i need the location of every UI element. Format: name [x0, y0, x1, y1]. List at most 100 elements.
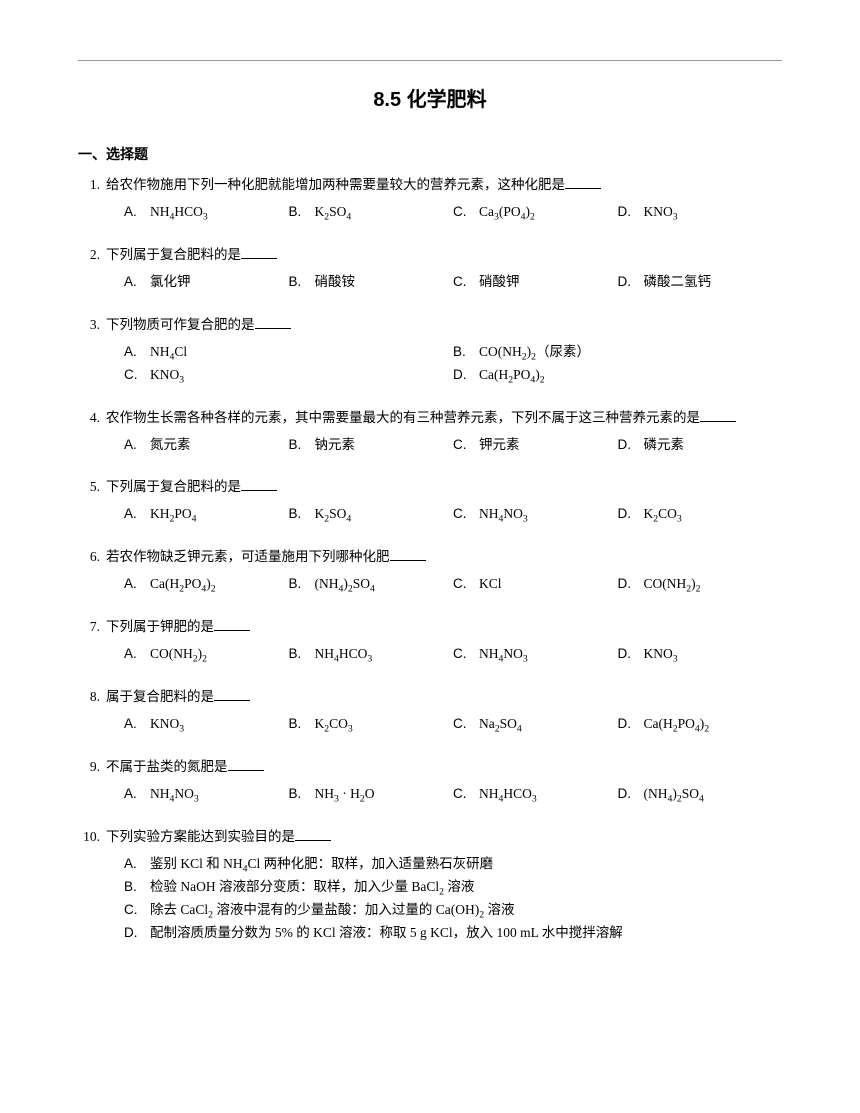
- question-stem: 4.农作物生长需各种各样的元素，其中需要量最大的有三种营养元素，下列不属于这三种…: [78, 407, 782, 430]
- option-item: A.CO(NH2)2: [124, 643, 289, 666]
- options-container: A.CO(NH2)2B.NH4HCO3C.NH4NO3D.KNO3: [78, 639, 782, 666]
- option-item: C.硝酸钾: [453, 271, 618, 294]
- option-item: C.Na2SO4: [453, 713, 618, 736]
- option-item: A.Ca(H2PO4)2: [124, 573, 289, 596]
- option-item: D.(NH4)2SO4: [618, 783, 783, 806]
- option-item: A.NH4Cl: [124, 341, 453, 364]
- option-label: C.: [453, 434, 479, 457]
- option-label: C.: [124, 899, 150, 922]
- options-container: A.KH2PO4B.K2SO4C.NH4NO3D.K2CO3: [78, 499, 782, 526]
- option-label: A.: [124, 271, 150, 294]
- option-label: A.: [124, 643, 150, 666]
- options-container: A.NH4ClB.CO(NH2)2（尿素）C.KNO3D.Ca(H2PO4)2: [78, 337, 782, 387]
- option-item: D.KNO3: [618, 201, 783, 224]
- option-text: Ca(H2PO4)2: [479, 364, 782, 387]
- question-stem: 10.下列实验方案能达到实验目的是: [78, 826, 782, 849]
- document-title: 8.5 化学肥料: [78, 83, 782, 112]
- option-text: NH4HCO3: [150, 201, 289, 224]
- options-row: A.氯化钾B.硝酸铵C.硝酸钾D.磷酸二氢钙: [124, 271, 782, 294]
- option-item: D.Ca(H2PO4)2: [453, 364, 782, 387]
- question-stem: 9.不属于盐类的氮肥是: [78, 756, 782, 779]
- question-stem: 3.下列物质可作复合肥的是: [78, 314, 782, 337]
- option-label: A.: [124, 783, 150, 806]
- question-number: 10.: [78, 826, 106, 849]
- question-number: 4.: [78, 407, 106, 430]
- question-text: 下列属于复合肥料的是: [106, 476, 782, 499]
- option-label: C.: [453, 503, 479, 526]
- option-text: 钾元素: [479, 434, 618, 457]
- options-container: A.NH4HCO3B.K2SO4C.Ca3(PO4)2D.KNO3: [78, 197, 782, 224]
- option-item: B.(NH4)2SO4: [289, 573, 454, 596]
- option-text: KNO3: [644, 201, 783, 224]
- option-text: (NH4)2SO4: [644, 783, 783, 806]
- option-item: C.除去 CaCl2 溶液中混有的少量盐酸：加入过量的 Ca(OH)2 溶液: [124, 899, 782, 922]
- option-label: C.: [453, 643, 479, 666]
- option-text: K2SO4: [315, 201, 454, 224]
- question-number: 2.: [78, 244, 106, 267]
- option-item: B.硝酸铵: [289, 271, 454, 294]
- options-container: A.KNO3B.K2CO3C.Na2SO4D.Ca(H2PO4)2: [78, 709, 782, 736]
- option-label: A.: [124, 434, 150, 457]
- option-text: NH4HCO3: [315, 643, 454, 666]
- option-text: 检验 NaOH 溶液部分变质：取样，加入少量 BaCl2 溶液: [150, 876, 782, 899]
- option-text: Ca(H2PO4)2: [150, 573, 289, 596]
- option-text: K2CO3: [644, 503, 783, 526]
- option-label: C.: [453, 201, 479, 224]
- option-item: D.CO(NH2)2: [618, 573, 783, 596]
- option-text: 磷酸二氢钙: [644, 271, 783, 294]
- option-item: C.KCl: [453, 573, 618, 596]
- option-item: A.鉴别 KCl 和 NH4Cl 两种化肥：取样，加入适量熟石灰研磨: [124, 853, 782, 876]
- option-item: D.磷酸二氢钙: [618, 271, 783, 294]
- option-item: D.配制溶质质量分数为 5% 的 KCl 溶液：称取 5 g KCl，放入 10…: [124, 922, 782, 945]
- option-item: C.钾元素: [453, 434, 618, 457]
- question-number: 1.: [78, 174, 106, 197]
- option-text: 除去 CaCl2 溶液中混有的少量盐酸：加入过量的 Ca(OH)2 溶液: [150, 899, 782, 922]
- option-label: D.: [618, 503, 644, 526]
- options-row: A.KNO3B.K2CO3C.Na2SO4D.Ca(H2PO4)2: [124, 713, 782, 736]
- question-text: 若农作物缺乏钾元素，可适量施用下列哪种化肥: [106, 546, 782, 569]
- option-item: A.NH4HCO3: [124, 201, 289, 224]
- option-item: B.检验 NaOH 溶液部分变质：取样，加入少量 BaCl2 溶液: [124, 876, 782, 899]
- question-text: 不属于盐类的氮肥是: [106, 756, 782, 779]
- question-item: 7.下列属于钾肥的是A.CO(NH2)2B.NH4HCO3C.NH4NO3D.K…: [78, 616, 782, 666]
- option-label: B.: [289, 713, 315, 736]
- question-text: 下列属于钾肥的是: [106, 616, 782, 639]
- option-text: 氯化钾: [150, 271, 289, 294]
- option-text: NH4Cl: [150, 341, 453, 364]
- option-text: KNO3: [644, 643, 783, 666]
- question-item: 5.下列属于复合肥料的是A.KH2PO4B.K2SO4C.NH4NO3D.K2C…: [78, 476, 782, 526]
- option-text: NH3 · H2O: [315, 783, 454, 806]
- option-item: D.Ca(H2PO4)2: [618, 713, 783, 736]
- options-row: A.CO(NH2)2B.NH4HCO3C.NH4NO3D.KNO3: [124, 643, 782, 666]
- question-stem: 6.若农作物缺乏钾元素，可适量施用下列哪种化肥: [78, 546, 782, 569]
- question-text: 下列实验方案能达到实验目的是: [106, 826, 782, 849]
- question-item: 10.下列实验方案能达到实验目的是 A.鉴别 KCl 和 NH4Cl 两种化肥：取…: [78, 826, 782, 945]
- option-text: 氮元素: [150, 434, 289, 457]
- option-item: B.钠元素: [289, 434, 454, 457]
- options-row: A.NH4ClB.CO(NH2)2（尿素）C.KNO3D.Ca(H2PO4)2: [124, 341, 782, 387]
- question-item: 6.若农作物缺乏钾元素，可适量施用下列哪种化肥 A.Ca(H2PO4)2B.(NH…: [78, 546, 782, 596]
- option-item: B.K2SO4: [289, 503, 454, 526]
- option-text: 磷元素: [644, 434, 783, 457]
- question-item: 8.属于复合肥料的是 A.KNO3B.K2CO3C.Na2SO4D.Ca(H2PO…: [78, 686, 782, 736]
- option-item: A.KH2PO4: [124, 503, 289, 526]
- option-item: D.磷元素: [618, 434, 783, 457]
- question-number: 6.: [78, 546, 106, 569]
- option-text: KH2PO4: [150, 503, 289, 526]
- option-label: B.: [453, 341, 479, 364]
- option-label: D.: [618, 643, 644, 666]
- question-stem: 2.下列属于复合肥料的是: [78, 244, 782, 267]
- option-label: A.: [124, 503, 150, 526]
- section-header: 一、选择题: [78, 144, 782, 164]
- option-label: B.: [289, 783, 315, 806]
- option-text: NH4NO3: [479, 643, 618, 666]
- question-text: 给农作物施用下列一种化肥就能增加两种需要量较大的营养元素，这种化肥是: [106, 174, 782, 197]
- option-item: A.KNO3: [124, 713, 289, 736]
- options-row: A.鉴别 KCl 和 NH4Cl 两种化肥：取样，加入适量熟石灰研磨B.检验 N…: [124, 853, 782, 945]
- option-text: KCl: [479, 573, 618, 596]
- options-container: A.氮元素B.钠元素C.钾元素D.磷元素: [78, 430, 782, 457]
- question-number: 5.: [78, 476, 106, 499]
- option-label: D.: [618, 783, 644, 806]
- question-stem: 8.属于复合肥料的是: [78, 686, 782, 709]
- question-item: 2.下列属于复合肥料的是 A.氯化钾B.硝酸铵C.硝酸钾D.磷酸二氢钙: [78, 244, 782, 294]
